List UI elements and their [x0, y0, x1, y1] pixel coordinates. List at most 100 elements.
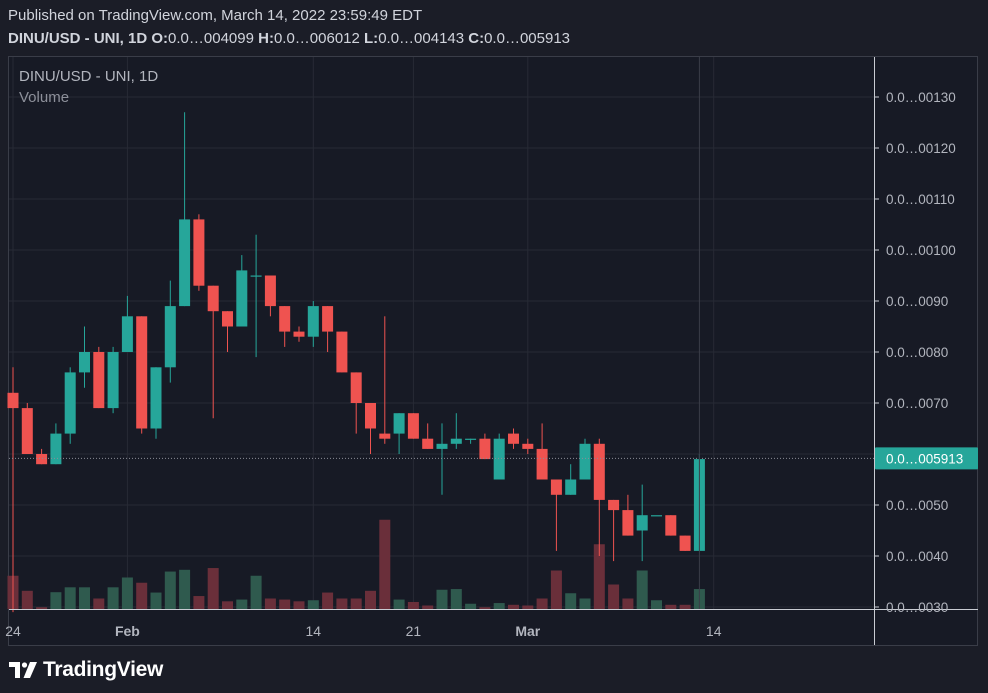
candle-body[interactable]: [422, 438, 434, 449]
candle-body[interactable]: [21, 408, 33, 454]
close-label: C:: [468, 30, 485, 47]
candle-body[interactable]: [136, 316, 148, 429]
candle-body[interactable]: [550, 479, 562, 495]
price-tick-label: 0.0…0080: [886, 345, 948, 360]
volume-bar: [136, 582, 148, 609]
volume-bar: [465, 603, 477, 609]
candle-body[interactable]: [336, 331, 348, 373]
candle-body[interactable]: [608, 499, 620, 511]
tradingview-logo[interactable]: TradingView: [8, 658, 163, 682]
price-tick-label: 0.0…00120: [886, 141, 956, 156]
open-value: 0.0…004099: [168, 30, 254, 47]
ohlc-header: DINU/USD - UNI, 1D O:0.0…004099 H:0.0…00…: [8, 30, 570, 47]
volume-bar: [107, 587, 119, 609]
candle-body[interactable]: [236, 270, 248, 327]
price-tick-label: 0.0…0070: [886, 396, 948, 411]
candle-body[interactable]: [79, 352, 90, 373]
candle-body[interactable]: [665, 515, 677, 536]
time-tick-label: 14: [706, 623, 722, 639]
published-caption: Published on TradingView.com, March 14, …: [8, 7, 423, 24]
volume-bar: [207, 568, 219, 609]
candle-body[interactable]: [293, 331, 305, 337]
time-tick-label: Mar: [515, 623, 540, 639]
volume-bar: [93, 598, 105, 609]
candle-body[interactable]: [164, 306, 176, 368]
volume-bar: [322, 592, 334, 609]
volume-bar: [422, 605, 434, 609]
volume-bar: [264, 598, 276, 609]
legend-symbol: DINU/USD - UNI, 1D: [19, 68, 159, 85]
low-value: 0.0…004143: [378, 30, 465, 47]
time-tick-label: 21: [406, 623, 422, 639]
volume-bar: [150, 592, 162, 609]
volume-bar: [407, 602, 419, 609]
volume-bar: [665, 604, 677, 609]
high-value: 0.0…006012: [273, 30, 360, 47]
candle-body[interactable]: [622, 510, 634, 536]
candle-body[interactable]: [393, 413, 405, 434]
candle-body[interactable]: [193, 219, 205, 286]
volume-bar: [193, 596, 205, 609]
candle-body[interactable]: [307, 306, 319, 337]
candle-body[interactable]: [679, 535, 691, 551]
volume-bar: [21, 590, 33, 609]
candle-body[interactable]: [565, 479, 577, 495]
volume-bar: [450, 589, 462, 609]
volume-bar: [508, 604, 519, 609]
candle-body[interactable]: [7, 392, 19, 409]
candle-body[interactable]: [179, 219, 191, 307]
low-label: L:: [364, 30, 379, 47]
candle-body[interactable]: [479, 438, 491, 460]
volume-bar: [121, 577, 133, 609]
candle-body[interactable]: [36, 454, 48, 465]
candle-body[interactable]: [508, 433, 519, 444]
last-price-tag: [875, 447, 978, 470]
candle-body[interactable]: [50, 433, 62, 465]
price-tick-label: 0.0…00100: [886, 243, 956, 258]
candle-body[interactable]: [450, 438, 462, 444]
candle-body[interactable]: [107, 352, 119, 409]
open-label: O:: [151, 30, 169, 47]
candle-body[interactable]: [636, 515, 648, 531]
time-tick-label: Feb: [115, 623, 140, 639]
candle-body[interactable]: [493, 438, 505, 480]
volume-bar: [608, 584, 620, 609]
candle-body[interactable]: [379, 433, 391, 439]
candle-body[interactable]: [651, 515, 662, 517]
brand-name: TradingView: [43, 658, 164, 681]
candle-body[interactable]: [121, 316, 133, 352]
candle-body[interactable]: [93, 352, 105, 409]
header-symbol: DINU/USD - UNI, 1D: [8, 30, 148, 47]
candle-body[interactable]: [593, 443, 605, 500]
candle-body[interactable]: [350, 372, 362, 403]
candle-body[interactable]: [207, 285, 219, 312]
price-tick-label: 0.0…0050: [886, 498, 948, 513]
candle-body[interactable]: [222, 311, 233, 327]
volume-bar: [651, 600, 662, 609]
candle-body[interactable]: [279, 306, 291, 332]
legend-volume: Volume: [19, 89, 70, 106]
candle-body[interactable]: [465, 438, 477, 440]
candle-body[interactable]: [522, 443, 534, 449]
time-tick-label: 24: [5, 623, 21, 639]
candle-body[interactable]: [250, 275, 262, 277]
candle-body[interactable]: [436, 443, 448, 449]
volume-bar: [164, 571, 176, 609]
volume-bar: [36, 607, 48, 609]
volume-bar: [636, 570, 648, 609]
price-tick-label: 0.0…0030: [886, 600, 948, 615]
volume-bar: [379, 519, 391, 609]
volume-bar: [307, 600, 319, 609]
candle-body[interactable]: [150, 367, 162, 429]
candle-body[interactable]: [579, 443, 591, 480]
candle-body[interactable]: [365, 403, 376, 429]
volume-bar: [179, 569, 191, 609]
volume-bar: [279, 599, 291, 609]
candle-body[interactable]: [64, 372, 76, 434]
candle-body[interactable]: [536, 448, 548, 480]
volume-bar: [79, 587, 90, 609]
candle-body[interactable]: [264, 275, 276, 307]
candle-body[interactable]: [407, 413, 419, 439]
candle-body[interactable]: [322, 306, 334, 332]
